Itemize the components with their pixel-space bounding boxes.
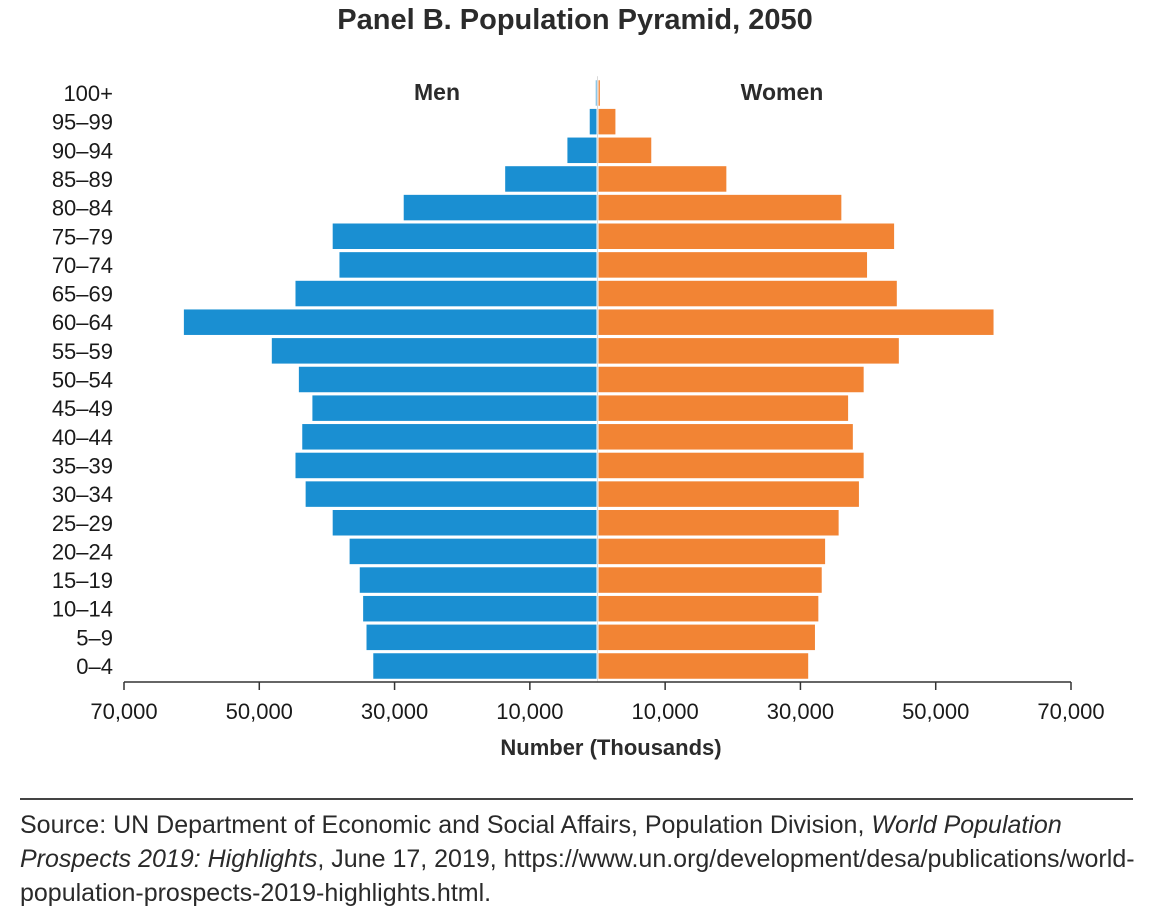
men-bar-35–39: [295, 452, 597, 479]
population-pyramid-chart: Panel B. Population Pyramid, 2050 Men Wo…: [52, 4, 1105, 760]
women-bar-85–89: [598, 166, 727, 192]
women-bar-50–54: [598, 366, 864, 393]
age-group-label: 15–19: [52, 568, 113, 593]
men-bar-30–34: [305, 481, 597, 507]
source-divider: [20, 798, 1133, 800]
women-bar-0–4: [598, 653, 809, 679]
women-bar-80–84: [598, 194, 842, 221]
women-bar-35–39: [598, 452, 864, 479]
women-bar-25–29: [598, 510, 839, 536]
women-bar-75–79: [598, 223, 895, 249]
x-tick-label: 30,000: [361, 699, 428, 724]
age-labels-group: 0–4 5–9 10–14 15–19 20–24 25–29 30–34 35–39 40–4…: [52, 81, 113, 679]
women-bar-20–24: [598, 538, 826, 565]
x-tick-label: 30,000: [767, 699, 834, 724]
source-prefix: Source: UN Department of Economic and So…: [20, 811, 872, 839]
men-bar-100+: [595, 80, 597, 106]
x-tick-label: 10,000: [631, 699, 698, 724]
men-bar-45–49: [312, 395, 597, 421]
age-group-label: 45–49: [52, 396, 113, 421]
age-group-label: 10–14: [52, 597, 113, 622]
age-group-label: 90–94: [52, 138, 113, 163]
age-group-label: 65–69: [52, 282, 113, 307]
age-group-label: 95–99: [52, 110, 113, 135]
chart-title: Panel B. Population Pyramid, 2050: [337, 4, 812, 36]
men-bar-25–29: [332, 510, 597, 536]
men-bar-80–84: [403, 194, 597, 221]
x-tick-label: 50,000: [226, 699, 293, 724]
age-group-label: 40–44: [52, 425, 113, 450]
x-tick-label: 70,000: [1037, 699, 1104, 724]
age-group-label: 70–74: [52, 253, 113, 278]
women-bar-5–9: [598, 624, 815, 651]
men-bar-70–74: [339, 252, 597, 278]
men-bar-50–54: [298, 366, 597, 393]
men-bar-65–69: [295, 280, 597, 307]
women-bar-90–94: [598, 137, 652, 164]
age-group-label: 85–89: [52, 167, 113, 192]
women-bar-95–99: [598, 108, 616, 135]
source-note: Source: UN Department of Economic and So…: [20, 808, 1138, 910]
legend-women-label: Women: [741, 79, 824, 105]
age-group-label: 25–29: [52, 511, 113, 536]
age-group-label: 0–4: [76, 654, 113, 679]
men-bar-5–9: [366, 624, 597, 651]
x-axis-label: Number (Thousands): [500, 735, 721, 760]
men-bar-85–89: [505, 166, 597, 192]
women-bar-40–44: [598, 424, 853, 450]
women-bar-30–34: [598, 481, 859, 507]
men-bar-95–99: [589, 108, 597, 135]
age-group-label: 50–54: [52, 368, 113, 393]
age-group-label: 5–9: [76, 625, 113, 650]
men-bar-0–4: [373, 653, 597, 679]
men-bar-60–64: [183, 309, 597, 335]
women-bar-45–49: [598, 395, 849, 421]
age-group-label: 80–84: [52, 196, 113, 221]
age-group-label: 55–59: [52, 339, 113, 364]
women-bar-70–74: [598, 252, 868, 278]
x-axis: 70,000 50,000 30,000 10,000 10,000 30,000 50,0…: [90, 681, 1105, 724]
men-bar-15–19: [359, 567, 597, 593]
legend-men-label: Men: [414, 79, 460, 105]
x-tick-label: 70,000: [90, 699, 157, 724]
women-bar-55–59: [598, 338, 899, 364]
men-bar-40–44: [302, 424, 597, 450]
women-bar-65–69: [598, 280, 897, 307]
men-bar-10–14: [363, 595, 597, 622]
age-group-label: 30–34: [52, 482, 113, 507]
men-bar-90–94: [567, 137, 597, 164]
source-suffix: , June 17, 2019, https://www.un.org/deve…: [20, 845, 1135, 907]
women-bar-60–64: [598, 309, 994, 335]
age-group-label: 35–39: [52, 453, 113, 478]
source-title: World Population Prospects 2019: Highlig…: [20, 811, 1062, 873]
bars-group: [183, 76, 994, 682]
men-bar-55–59: [271, 338, 597, 364]
x-tick-label: 50,000: [902, 699, 969, 724]
women-bar-100+: [598, 80, 600, 106]
women-bar-15–19: [598, 567, 822, 593]
women-bar-10–14: [598, 595, 819, 622]
x-tick-label: 10,000: [496, 699, 563, 724]
age-group-label: 75–79: [52, 224, 113, 249]
men-bar-75–79: [332, 223, 597, 249]
men-bar-20–24: [349, 538, 597, 565]
age-group-label: 20–24: [52, 539, 113, 564]
age-group-label: 60–64: [52, 310, 113, 335]
age-group-label: 100+: [63, 81, 113, 106]
